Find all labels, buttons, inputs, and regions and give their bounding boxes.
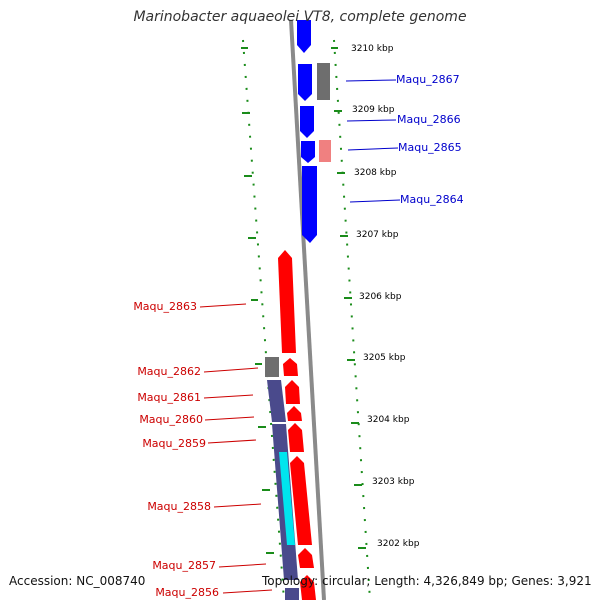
gene-label[interactable]: Maqu_2867 (396, 73, 460, 86)
gene-label[interactable]: Maqu_2863 (133, 300, 197, 313)
ruler-label: 3206 kbp (359, 292, 402, 302)
gene-arrow-reverse[interactable] (290, 456, 312, 545)
gene-arrow-reverse[interactable] (287, 406, 302, 421)
left-ruler-line (242, 39, 285, 600)
ruler-label: 3203 kbp (372, 477, 415, 487)
gene-arrow-forward[interactable] (302, 166, 317, 243)
gene-label[interactable]: Maqu_2858 (147, 500, 211, 513)
map-title: Marinobacter aquaeolei VT8, complete gen… (133, 9, 467, 25)
gene-block-gray[interactable] (265, 357, 279, 377)
gene-label[interactable]: Maqu_2860 (139, 413, 203, 426)
gene-arrow-forward[interactable] (301, 141, 315, 163)
gene-arrow-reverse[interactable] (278, 250, 296, 353)
gene-label[interactable]: Maqu_2866 (397, 113, 461, 126)
gene-label[interactable]: Maqu_2864 (400, 193, 464, 206)
gene-arrow-reverse[interactable] (283, 358, 298, 376)
gene-arrow-reverse[interactable] (288, 423, 304, 452)
right-ruler-ticks (331, 47, 366, 549)
gene-arrow-reverse[interactable] (285, 380, 300, 404)
gene-label[interactable]: Maqu_2862 (137, 365, 201, 378)
gene-block-gray[interactable] (317, 63, 330, 100)
gene-arrow-reverse[interactable] (298, 548, 314, 568)
gene-arrow-forward[interactable] (300, 106, 314, 138)
ruler-label: 3209 kbp (352, 105, 395, 115)
topology-text: Topology: circular; Length: 4,326,849 bp… (262, 574, 592, 588)
gene-label[interactable]: Maqu_2859 (142, 437, 206, 450)
ruler-label: 3210 kbp (351, 44, 394, 54)
left-ruler-ticks (241, 47, 274, 554)
gene-arrow-reverse[interactable] (300, 575, 316, 600)
gene-label[interactable]: Maqu_2861 (137, 391, 201, 404)
accession-text: Accession: NC_008740 (9, 574, 146, 588)
gene-block-light[interactable] (319, 140, 331, 162)
gene-arrow-forward[interactable] (297, 20, 311, 53)
gene-label[interactable]: Maqu_2865 (398, 141, 462, 154)
genome-backbone (289, 19, 326, 600)
gene-block-dark[interactable] (267, 380, 286, 422)
gene-label[interactable]: Maqu_2856 (155, 586, 219, 599)
right-ruler-line (333, 39, 371, 600)
ruler-label: 3205 kbp (363, 353, 406, 363)
gene-block-dark[interactable] (285, 588, 299, 600)
ruler-label: 3204 kbp (367, 415, 410, 425)
gene-block-cyan[interactable] (279, 452, 295, 545)
gene-label[interactable]: Maqu_2857 (152, 559, 216, 572)
gene-arrow-forward[interactable] (298, 64, 312, 101)
ruler-label: 3202 kbp (377, 539, 420, 549)
ruler-label: 3207 kbp (356, 230, 399, 240)
ruler-label: 3208 kbp (354, 168, 397, 178)
